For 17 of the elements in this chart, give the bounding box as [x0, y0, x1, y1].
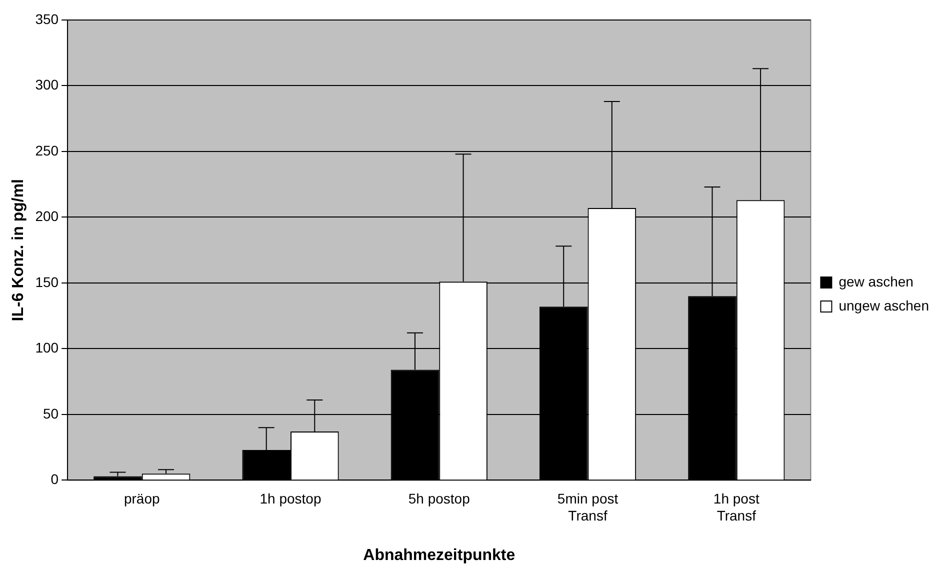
- x-tick-label: präop: [124, 490, 160, 506]
- y-tick-label: 0: [50, 471, 59, 488]
- y-tick-label: 150: [35, 274, 59, 290]
- y-tick-label: 350: [35, 10, 59, 27]
- x-tick-label: 5min post Transf: [557, 490, 618, 524]
- y-tick-label: 300: [35, 76, 59, 93]
- x-tick-label: 1h post Transf: [713, 490, 760, 524]
- legend-label: ungew aschen: [838, 297, 930, 314]
- y-tick-label: 250: [35, 142, 59, 158]
- y-tick-label: 100: [35, 340, 59, 356]
- x-tick-label: 1h postop: [260, 490, 322, 506]
- y-axis-title: IL-6 Konz. in pg/ml: [10, 178, 28, 322]
- y-tick-label: 50: [42, 405, 59, 422]
- x-tick-label: 5h postop: [408, 490, 470, 506]
- y-tick-label: 200: [35, 208, 59, 224]
- x-axis-title: Abnahmezeitpunkte: [363, 546, 516, 564]
- legend-label: gew aschen: [838, 273, 914, 290]
